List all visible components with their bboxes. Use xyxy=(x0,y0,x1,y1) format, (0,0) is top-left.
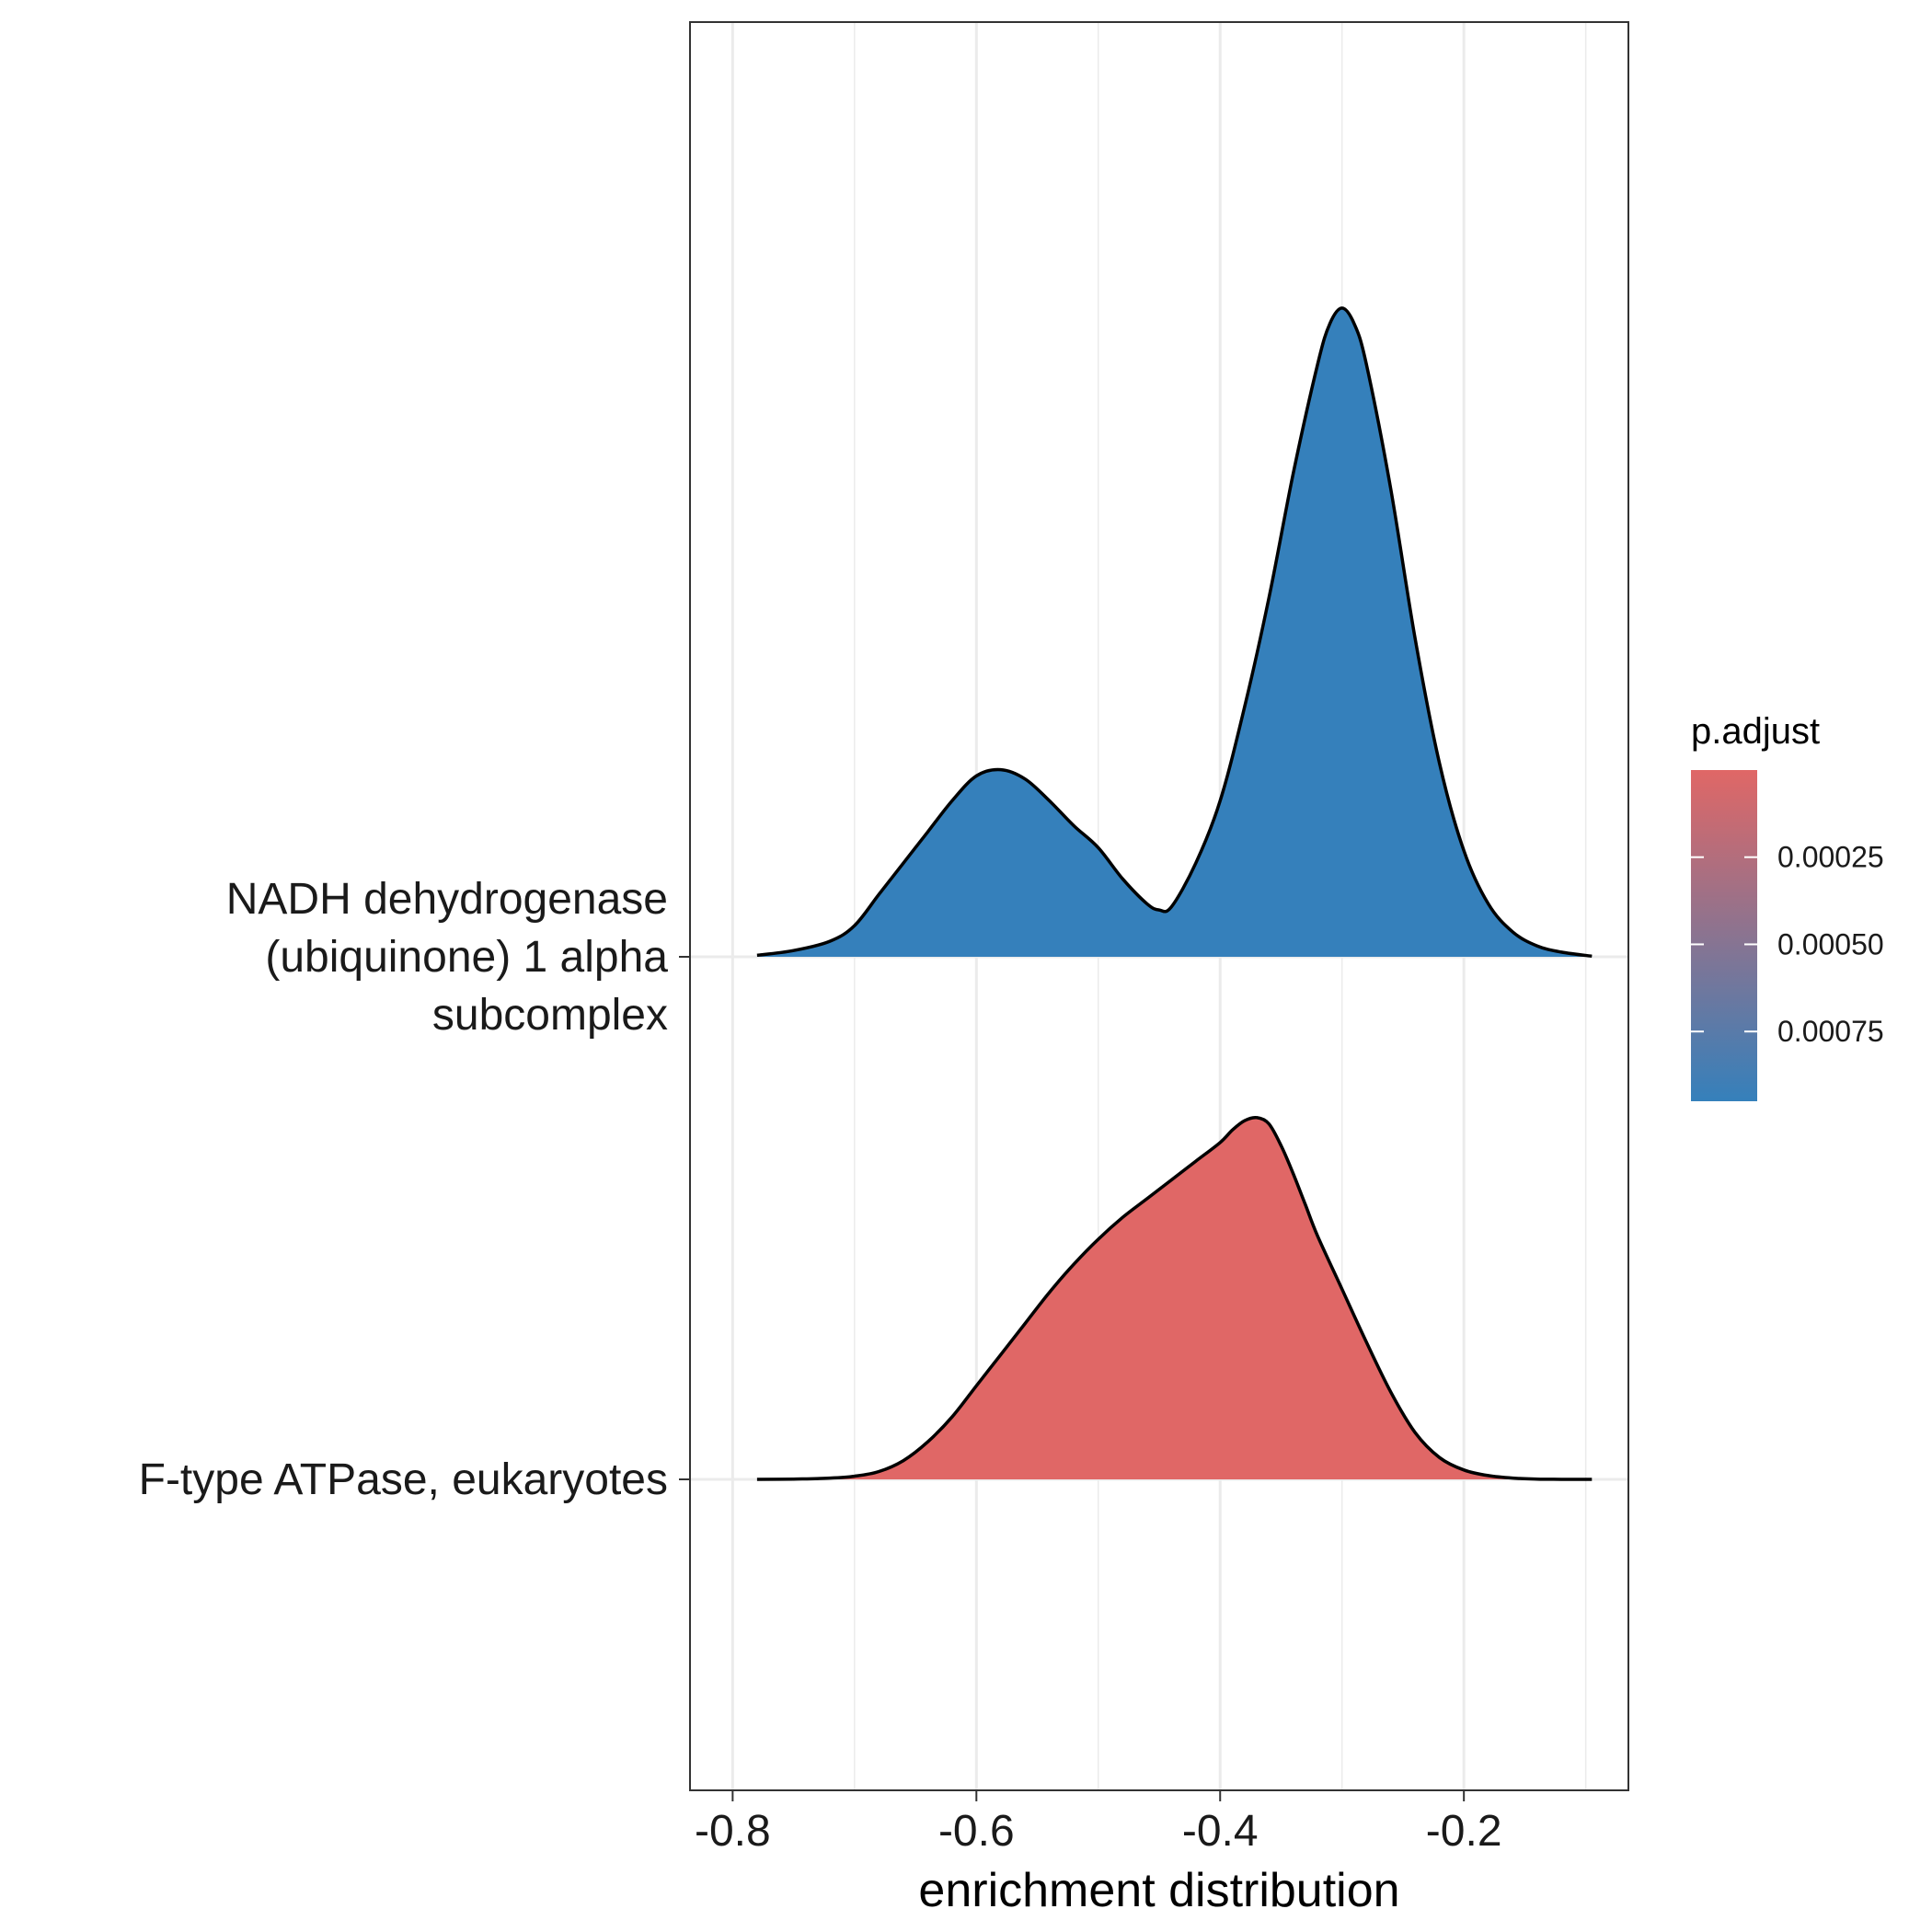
legend-tick-label-2: 0.00075 xyxy=(1777,1015,1884,1048)
y-category-label-line: NADH dehydrogenase xyxy=(226,875,668,924)
x-tick-label-0: -0.8 xyxy=(695,1807,771,1856)
legend-tick-label-0: 0.00025 xyxy=(1777,841,1884,874)
ridge-outline xyxy=(756,1115,1593,1481)
density-ridges xyxy=(756,306,1593,1481)
x-tick-label-1: -0.6 xyxy=(938,1807,1015,1856)
y-category-label-line: subcomplex xyxy=(432,991,668,1040)
ridge-nadh-dehydrogenase xyxy=(756,306,1593,959)
ridge-fill xyxy=(756,307,1593,957)
legend-title: p.adjust xyxy=(1691,711,1820,752)
panel-border xyxy=(689,21,1629,1791)
ridge-f-type-atpase xyxy=(756,1115,1593,1481)
y-category-label-line: (ubiquinone) 1 alpha xyxy=(265,933,668,982)
legend-colorbar xyxy=(1691,770,1757,1101)
y-category-label-line: F-type ATPase, eukaryotes xyxy=(139,1455,668,1504)
y-category-label-0: F-type ATPase, eukaryotes xyxy=(139,1455,668,1504)
x-axis: -0.8 -0.6 -0.4 -0.2 xyxy=(695,1790,1502,1856)
y-axis: F-type ATPase, eukaryotes NADH dehydrogen… xyxy=(139,875,690,1504)
x-axis-title: enrichment distribution xyxy=(918,1864,1399,1917)
legend-ticks: 0.00025 0.00050 0.00075 xyxy=(1691,841,1884,1048)
legend: p.adjust 0.00025 0.00050 0.00075 xyxy=(1691,711,1884,1101)
y-category-label-1: NADH dehydrogenase (ubiquinone) 1 alpha su… xyxy=(226,875,669,1040)
ridge-fill xyxy=(756,1117,1593,1480)
x-tick-label-3: -0.2 xyxy=(1426,1807,1502,1856)
x-tick-label-2: -0.4 xyxy=(1182,1807,1259,1856)
ridge-outline xyxy=(756,306,1593,959)
legend-tick-label-1: 0.00050 xyxy=(1777,927,1884,960)
